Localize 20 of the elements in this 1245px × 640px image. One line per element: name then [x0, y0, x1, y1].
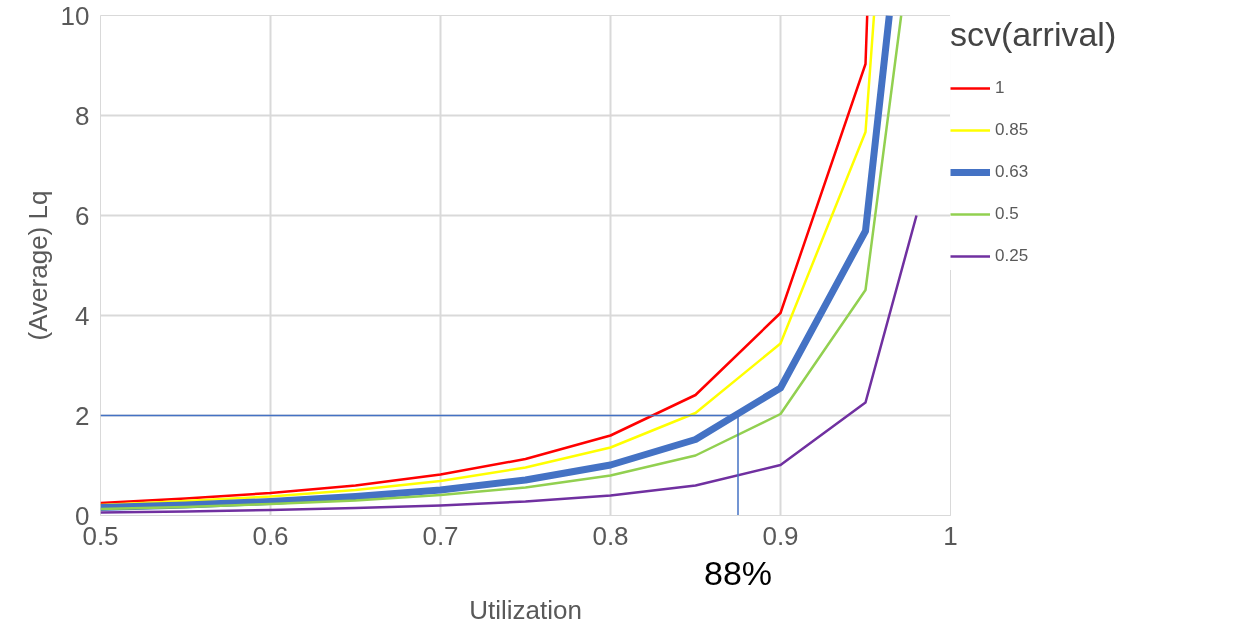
x-tick-label: 0.7 — [422, 520, 459, 551]
x-axis-title: Utilization — [469, 594, 582, 625]
ref-line-label: 88% — [703, 553, 773, 592]
legend-label: 0.85 — [995, 119, 1029, 141]
legend-title: scv(arrival) — [950, 15, 1117, 54]
y-tick-label: 6 — [75, 200, 90, 231]
y-tick-label: 10 — [60, 0, 90, 31]
x-tick-label: 0.8 — [592, 520, 629, 551]
y-axis-title: (Average) Lq — [22, 190, 53, 341]
x-tick-label: 0.6 — [252, 520, 289, 551]
legend-label: 0.5 — [995, 203, 1019, 225]
legend-label: 1 — [995, 77, 1006, 99]
legend-label: 0.63 — [995, 161, 1029, 183]
y-tick-label: 4 — [75, 300, 90, 331]
y-tick-label: 8 — [75, 100, 90, 131]
legend-label: 0.25 — [995, 245, 1029, 267]
y-tick-label: 2 — [75, 400, 90, 431]
line-series — [100, 214, 918, 514]
x-tick-label: 1 — [943, 520, 958, 551]
x-tick-label: 0.9 — [762, 520, 799, 551]
